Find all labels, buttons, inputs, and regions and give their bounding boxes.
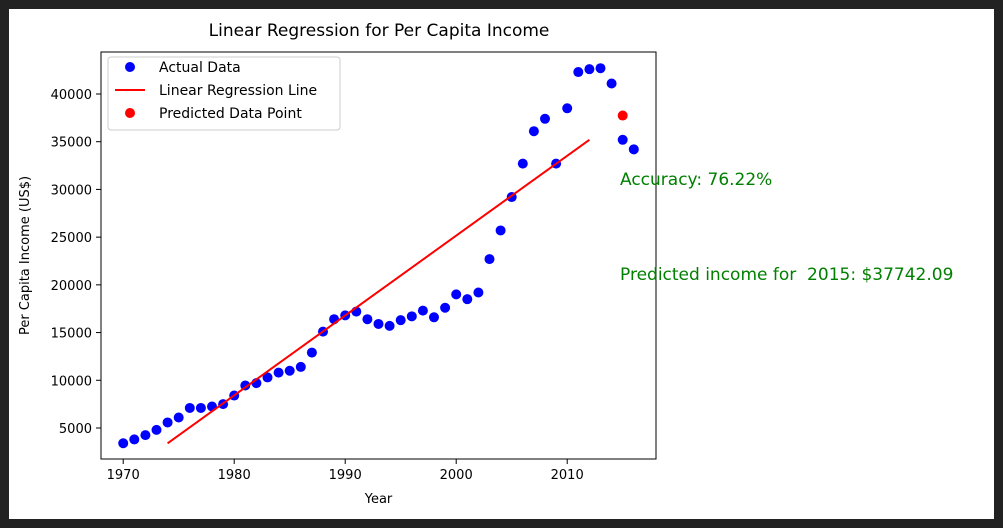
actual-data-point — [473, 287, 484, 298]
y-axis-label: Per Capita Income (US$) — [18, 176, 33, 335]
actual-data-point — [584, 64, 595, 75]
prediction-annotation: Predicted income for 2015: $37742.09 — [620, 265, 953, 285]
actual-data-point — [129, 434, 140, 445]
actual-data-point — [373, 318, 384, 329]
actual-data-point — [184, 402, 195, 413]
legend-marker-actual — [125, 62, 135, 72]
actual-data-point — [262, 372, 273, 383]
actual-data-point — [540, 113, 550, 124]
accuracy-annotation: Accuracy: 76.22% — [620, 170, 772, 190]
y-tick-label: 15000 — [51, 327, 92, 342]
regression-line — [167, 138, 590, 445]
actual-data-point — [173, 412, 184, 423]
actual-data-point — [162, 417, 173, 428]
actual-data-point — [140, 430, 151, 441]
actual-data-point — [462, 294, 473, 305]
legend-label-actual: Actual Data — [159, 60, 241, 76]
actual-data-point — [495, 225, 506, 236]
actual-data-point — [362, 314, 373, 325]
actual-data-point — [517, 158, 528, 169]
actual-data-point — [451, 289, 462, 300]
actual-data-point — [562, 103, 573, 114]
actual-data-point — [118, 438, 129, 449]
chart-figure: Linear Regression for Per Capita Income … — [9, 9, 994, 519]
plot-frame — [100, 51, 657, 460]
actual-data-point — [484, 254, 495, 265]
x-tick-label: 1990 — [329, 468, 362, 483]
y-tick-label: 10000 — [51, 374, 92, 389]
actual-data-point — [528, 126, 539, 137]
actual-data-point — [429, 312, 439, 323]
x-axis-label: Year — [364, 492, 393, 507]
actual-data-point — [295, 361, 306, 372]
actual-data-point — [195, 402, 206, 413]
y-tick-label: 35000 — [51, 136, 92, 151]
actual-data-point — [440, 302, 451, 313]
legend-box — [107, 56, 341, 131]
y-tick-label: 40000 — [51, 88, 92, 103]
legend-label-predicted: Predicted Data Point — [159, 106, 302, 122]
actual-data-point — [417, 305, 428, 316]
y-tick-label: 5000 — [59, 422, 92, 437]
actual-data-point — [595, 63, 606, 74]
x-tick-label: 2000 — [440, 468, 473, 483]
actual-data-point — [384, 320, 395, 331]
actual-data-point — [606, 78, 617, 89]
actual-data-point — [406, 311, 417, 322]
actual-data-point — [573, 67, 584, 78]
chart-title: Linear Regression for Per Capita Income — [209, 21, 550, 41]
legend-label-regression: Linear Regression Line — [159, 83, 317, 99]
scatter-chart: Linear Regression for Per Capita Income … — [18, 21, 953, 507]
actual-data-point — [284, 365, 295, 376]
actual-data-point — [628, 144, 639, 155]
y-tick-label: 30000 — [51, 183, 92, 198]
actual-data-point — [273, 367, 284, 378]
x-tick-label: 2010 — [551, 468, 584, 483]
actual-data-point — [395, 315, 406, 326]
predicted-data-point — [617, 110, 628, 121]
x-tick-label: 1970 — [107, 468, 140, 483]
plot-marks — [118, 63, 639, 449]
actual-data-point — [617, 134, 628, 145]
y-tick-label: 20000 — [51, 279, 92, 294]
legend: Actual Data Linear Regression Line Predi… — [107, 56, 341, 131]
axes: 1970 1980 1990 2000 2010 5000 10000 15000 20000 2… — [51, 88, 584, 483]
actual-data-point — [151, 424, 162, 435]
legend-marker-predicted — [125, 108, 135, 118]
y-tick-label: 25000 — [51, 231, 92, 246]
x-tick-label: 1980 — [218, 468, 251, 483]
actual-data-point — [306, 347, 317, 358]
